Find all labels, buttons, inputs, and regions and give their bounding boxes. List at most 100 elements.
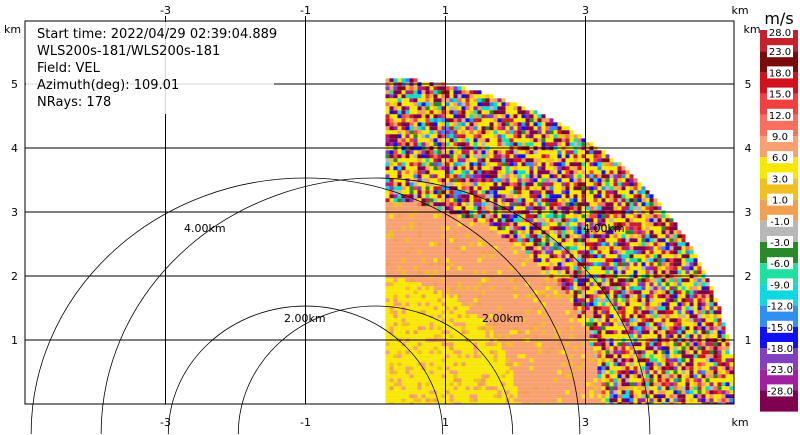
- velocity-cell: [505, 166, 510, 171]
- velocity-cell: [569, 130, 574, 135]
- velocity-cell: [569, 238, 574, 243]
- velocity-cell: [553, 182, 558, 187]
- velocity-cell: [501, 230, 506, 235]
- velocity-cell: [709, 310, 714, 315]
- velocity-cell: [413, 310, 418, 315]
- velocity-cell: [493, 194, 498, 199]
- velocity-cell: [617, 198, 622, 203]
- velocity-cell: [581, 322, 586, 327]
- velocity-cell: [585, 254, 590, 259]
- velocity-cell: [517, 238, 522, 243]
- velocity-cell: [441, 222, 446, 227]
- velocity-cell: [717, 318, 722, 323]
- velocity-cell: [485, 370, 490, 375]
- velocity-cell: [525, 138, 530, 143]
- velocity-cell: [449, 306, 454, 311]
- velocity-cell: [441, 322, 446, 327]
- velocity-cell: [581, 330, 586, 335]
- velocity-cell: [533, 254, 538, 259]
- velocity-cell: [405, 118, 410, 123]
- velocity-cell: [393, 94, 398, 99]
- velocity-cell: [581, 298, 586, 303]
- velocity-cell: [605, 250, 610, 255]
- velocity-cell: [409, 358, 414, 363]
- velocity-cell: [649, 226, 654, 231]
- velocity-cell: [589, 286, 594, 291]
- velocity-cell: [549, 158, 554, 163]
- velocity-cell: [485, 134, 490, 139]
- velocity-cell: [505, 186, 510, 191]
- velocity-cell: [473, 162, 478, 167]
- velocity-cell: [613, 230, 618, 235]
- velocity-cell: [537, 370, 542, 375]
- velocity-cell: [581, 314, 586, 319]
- velocity-cell: [577, 262, 582, 267]
- velocity-cell: [585, 222, 590, 227]
- velocity-cell: [445, 166, 450, 171]
- velocity-cell: [709, 346, 714, 351]
- velocity-cell: [601, 314, 606, 319]
- velocity-cell: [437, 366, 442, 371]
- velocity-cell: [557, 294, 562, 299]
- velocity-cell: [665, 318, 670, 323]
- velocity-cell: [397, 102, 402, 107]
- velocity-cell: [441, 86, 446, 91]
- velocity-cell: [505, 262, 510, 267]
- velocity-cell: [409, 286, 414, 291]
- velocity-cell: [641, 318, 646, 323]
- velocity-cell: [429, 226, 434, 231]
- velocity-cell: [605, 290, 610, 295]
- velocity-cell: [589, 366, 594, 371]
- velocity-cell: [409, 114, 414, 119]
- velocity-cell: [581, 254, 586, 259]
- velocity-cell: [513, 222, 518, 227]
- velocity-cell: [653, 314, 658, 319]
- velocity-cell: [725, 366, 730, 371]
- velocity-cell: [465, 330, 470, 335]
- velocity-cell: [489, 150, 494, 155]
- velocity-cell: [533, 306, 538, 311]
- velocity-cell: [653, 298, 658, 303]
- velocity-cell: [461, 258, 466, 263]
- velocity-cell: [405, 182, 410, 187]
- velocity-cell: [465, 250, 470, 255]
- velocity-cell: [681, 314, 686, 319]
- velocity-cell: [501, 178, 506, 183]
- velocity-cell: [601, 294, 606, 299]
- velocity-cell: [541, 270, 546, 275]
- velocity-cell: [545, 186, 550, 191]
- velocity-cell: [569, 278, 574, 283]
- velocity-cell: [397, 138, 402, 143]
- velocity-cell: [517, 134, 522, 139]
- velocity-cell: [589, 282, 594, 287]
- velocity-cell: [437, 214, 442, 219]
- velocity-cell: [601, 362, 606, 367]
- velocity-cell: [521, 374, 526, 379]
- velocity-cell: [577, 214, 582, 219]
- velocity-cell: [393, 150, 398, 155]
- velocity-cell: [609, 278, 614, 283]
- velocity-cell: [681, 310, 686, 315]
- velocity-cell: [413, 118, 418, 123]
- velocity-cell: [645, 218, 650, 223]
- velocity-cell: [465, 270, 470, 275]
- velocity-cell: [561, 226, 566, 231]
- velocity-cell: [609, 310, 614, 315]
- velocity-cell: [589, 342, 594, 347]
- velocity-cell: [433, 286, 438, 291]
- velocity-cell: [413, 334, 418, 339]
- velocity-cell: [621, 198, 626, 203]
- velocity-cell: [677, 362, 682, 367]
- velocity-cell: [709, 318, 714, 323]
- velocity-cell: [645, 334, 650, 339]
- velocity-cell: [405, 106, 410, 111]
- velocity-cell: [553, 150, 558, 155]
- velocity-cell: [537, 342, 542, 347]
- velocity-cell: [525, 226, 530, 231]
- velocity-cell: [597, 282, 602, 287]
- velocity-cell: [641, 374, 646, 379]
- velocity-cell: [417, 246, 422, 251]
- velocity-cell: [561, 358, 566, 363]
- velocity-cell: [397, 342, 402, 347]
- velocity-cell: [617, 226, 622, 231]
